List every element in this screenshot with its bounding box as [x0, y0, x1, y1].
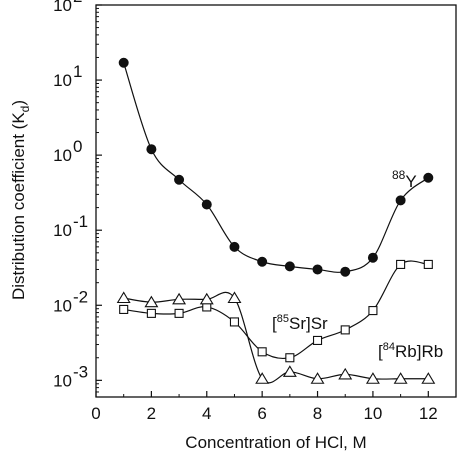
x-axis-title: Concentration of HCl, M — [185, 433, 366, 452]
y-tick-label: 10 — [53, 371, 72, 390]
data-point — [201, 199, 212, 210]
y-tick-label: 10 — [53, 221, 72, 240]
y-tick-label-exp: -1 — [73, 212, 88, 231]
data-point — [395, 195, 406, 206]
data-point — [116, 291, 131, 304]
x-tick-label: 0 — [91, 404, 100, 423]
data-point — [284, 261, 295, 272]
y-tick-label: 10 — [53, 146, 72, 165]
series-line — [123, 291, 429, 384]
data-point — [340, 325, 350, 335]
y-tick-label-base: 10 — [53, 296, 72, 315]
data-point — [421, 372, 436, 384]
series-markers — [116, 57, 436, 384]
series-label-rb84-pre: [ — [378, 342, 383, 361]
x-tick-label: 10 — [363, 404, 382, 423]
data-point — [365, 372, 380, 384]
series-label-y88-sup: 88 — [392, 168, 406, 182]
series-label-sr85-sup: 85 — [277, 313, 289, 325]
y-tick-label-exp: 1 — [73, 62, 82, 81]
data-point — [312, 264, 323, 275]
x-tick-label: 4 — [202, 404, 211, 423]
data-point — [118, 57, 129, 68]
series-label-rb84-main: Rb]Rb — [395, 342, 443, 361]
x-tick-label: 8 — [313, 404, 322, 423]
y-tick-label-base: 10 — [53, 146, 72, 165]
y-tick-label: 10 — [53, 296, 72, 315]
y-axis-title-main: Distribution coefficient (K — [9, 112, 28, 300]
data-point — [144, 295, 159, 308]
data-point — [172, 292, 187, 305]
data-point — [229, 241, 240, 252]
plot-frame — [95, 4, 457, 398]
data-point — [393, 372, 408, 384]
data-point — [174, 308, 184, 318]
data-point — [396, 259, 406, 269]
data-point — [310, 372, 325, 384]
data-point — [255, 372, 270, 384]
y-axis-title: Distribution coefficient (Kd) — [9, 100, 32, 300]
data-point — [282, 365, 297, 377]
data-point — [338, 367, 353, 380]
data-point — [257, 347, 267, 357]
data-point — [257, 256, 268, 267]
y-axis-title-sub: d — [18, 106, 32, 113]
series-line — [123, 62, 429, 273]
y-tick-label-base: 10 — [53, 221, 72, 240]
y-tick-label: 10 — [53, 0, 72, 15]
y-tick-label-base: 10 — [53, 71, 72, 90]
data-point — [229, 317, 240, 327]
y-tick-label-exp: -3 — [73, 362, 88, 381]
x-tick-label: 12 — [419, 404, 438, 423]
x-tick-label: 2 — [147, 404, 156, 423]
data-point — [367, 252, 378, 263]
y-tick-label-exp: 2 — [73, 0, 82, 6]
series-curves — [123, 62, 429, 384]
series-label-sr85-main: Sr]Sr — [289, 314, 328, 333]
y-tick-label: 10 — [53, 71, 72, 90]
series-label-y88-main: Y — [405, 172, 416, 191]
y-tick-label-base: 10 — [53, 0, 72, 15]
data-point — [146, 144, 157, 155]
y-tick-label-exp: 0 — [73, 137, 82, 156]
series-label-rb84-sup: 84 — [383, 341, 395, 353]
data-point — [368, 306, 378, 316]
series-label-sr85-pre: [ — [272, 314, 277, 333]
y-tick-label-exp: -2 — [73, 287, 88, 306]
y-axis-ticks: 10-310-210-1100101102 — [53, 0, 102, 398]
data-point — [119, 304, 129, 314]
series-label-rb84: [84Rb]Rb — [378, 341, 443, 361]
data-point — [312, 335, 323, 345]
data-point — [146, 308, 156, 318]
data-point — [285, 353, 295, 363]
y-tick-label-base: 10 — [53, 371, 72, 390]
x-axis-ticks: 0 2 4 6 8 10 12 — [91, 391, 438, 423]
data-point — [340, 266, 351, 277]
x-tick-label: 6 — [257, 404, 266, 423]
data-point — [199, 292, 214, 305]
series-label-sr85: [85Sr]Sr — [272, 313, 328, 333]
y-axis-title-close: ) — [9, 100, 28, 106]
data-point — [423, 259, 433, 269]
data-point — [174, 174, 185, 185]
data-point — [423, 172, 434, 183]
series-label-y88: 88Y — [392, 168, 417, 191]
data-point — [227, 291, 242, 304]
